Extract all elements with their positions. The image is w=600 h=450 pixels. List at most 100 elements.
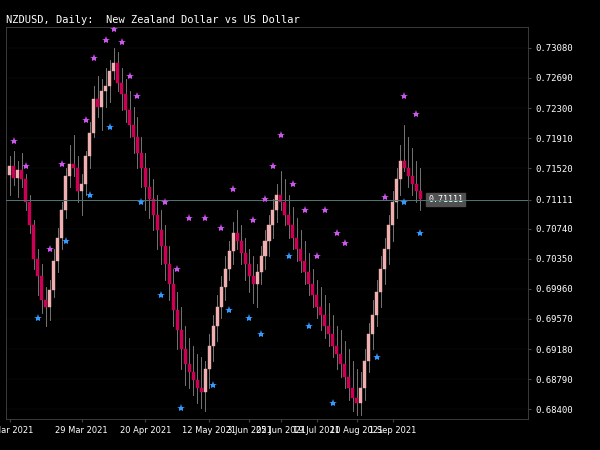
Bar — [208, 346, 211, 369]
Bar — [295, 238, 298, 248]
Bar — [140, 153, 143, 168]
Bar — [391, 202, 394, 225]
Bar — [411, 176, 414, 184]
Bar — [220, 287, 223, 307]
Bar — [40, 276, 43, 300]
Bar — [319, 307, 322, 315]
Bar — [227, 251, 230, 269]
Bar — [32, 225, 35, 259]
Bar — [192, 372, 195, 380]
Bar — [116, 63, 119, 83]
Bar — [367, 333, 370, 361]
Bar — [72, 164, 75, 168]
Bar — [92, 99, 95, 133]
Text: NZDUSD, Daily:  New Zealand Dollar vs US Dollar: NZDUSD, Daily: New Zealand Dollar vs US … — [6, 15, 300, 25]
Bar — [224, 269, 227, 287]
Bar — [415, 184, 418, 192]
Bar — [311, 284, 314, 295]
Bar — [379, 269, 382, 292]
Bar — [168, 264, 171, 284]
Bar — [172, 284, 175, 310]
Bar — [60, 210, 64, 238]
Bar — [268, 225, 271, 241]
Bar — [248, 264, 251, 276]
Bar — [84, 156, 87, 184]
Text: 0.71111: 0.71111 — [428, 195, 463, 204]
Bar — [212, 326, 215, 346]
Bar — [236, 233, 239, 241]
Bar — [108, 71, 111, 86]
Bar — [49, 289, 52, 307]
Bar — [251, 276, 254, 284]
Bar — [20, 170, 23, 179]
Bar — [271, 210, 274, 225]
Bar — [28, 202, 31, 225]
Bar — [256, 272, 259, 284]
Bar — [371, 315, 374, 333]
Bar — [136, 137, 139, 153]
Bar — [244, 253, 247, 264]
Bar — [280, 194, 283, 202]
Bar — [263, 241, 266, 256]
Bar — [375, 292, 378, 315]
Bar — [144, 168, 147, 187]
Bar — [403, 161, 406, 168]
Bar — [128, 110, 131, 125]
Bar — [323, 315, 326, 326]
Bar — [407, 168, 410, 176]
Bar — [164, 246, 167, 264]
Bar — [37, 259, 40, 276]
Bar — [156, 215, 159, 230]
Bar — [176, 310, 179, 330]
Bar — [287, 215, 290, 225]
Bar — [13, 166, 16, 178]
Bar — [112, 63, 115, 71]
Bar — [351, 387, 354, 398]
Bar — [331, 333, 334, 346]
Bar — [395, 179, 398, 203]
Bar — [80, 184, 83, 192]
Bar — [327, 326, 330, 333]
Bar — [292, 225, 295, 238]
Bar — [56, 238, 59, 261]
Bar — [64, 176, 67, 210]
Bar — [383, 248, 386, 269]
Bar — [184, 349, 187, 364]
Bar — [124, 94, 127, 110]
Bar — [200, 387, 203, 392]
Bar — [419, 192, 422, 199]
Bar — [160, 230, 163, 246]
Bar — [275, 194, 278, 210]
Bar — [339, 354, 342, 364]
Bar — [16, 170, 19, 178]
Bar — [100, 91, 103, 107]
Bar — [8, 166, 11, 175]
Bar — [363, 361, 366, 387]
Bar — [44, 300, 47, 307]
Bar — [52, 261, 55, 289]
Bar — [299, 248, 302, 261]
Bar — [132, 125, 135, 137]
Bar — [104, 86, 107, 91]
Bar — [260, 256, 263, 272]
Bar — [68, 164, 71, 176]
Bar — [304, 261, 307, 272]
Bar — [399, 161, 402, 179]
Bar — [148, 187, 151, 199]
Bar — [120, 83, 123, 94]
Bar — [76, 168, 79, 192]
Bar — [88, 133, 91, 156]
Bar — [152, 199, 155, 215]
Bar — [239, 241, 242, 253]
Bar — [215, 307, 219, 326]
Bar — [96, 99, 99, 107]
Bar — [307, 272, 310, 284]
Bar — [196, 380, 199, 387]
Bar — [355, 398, 358, 403]
Bar — [283, 202, 286, 215]
Bar — [232, 233, 235, 251]
Bar — [188, 364, 191, 372]
Bar — [335, 346, 338, 354]
Bar — [25, 179, 28, 203]
Bar — [180, 330, 183, 349]
